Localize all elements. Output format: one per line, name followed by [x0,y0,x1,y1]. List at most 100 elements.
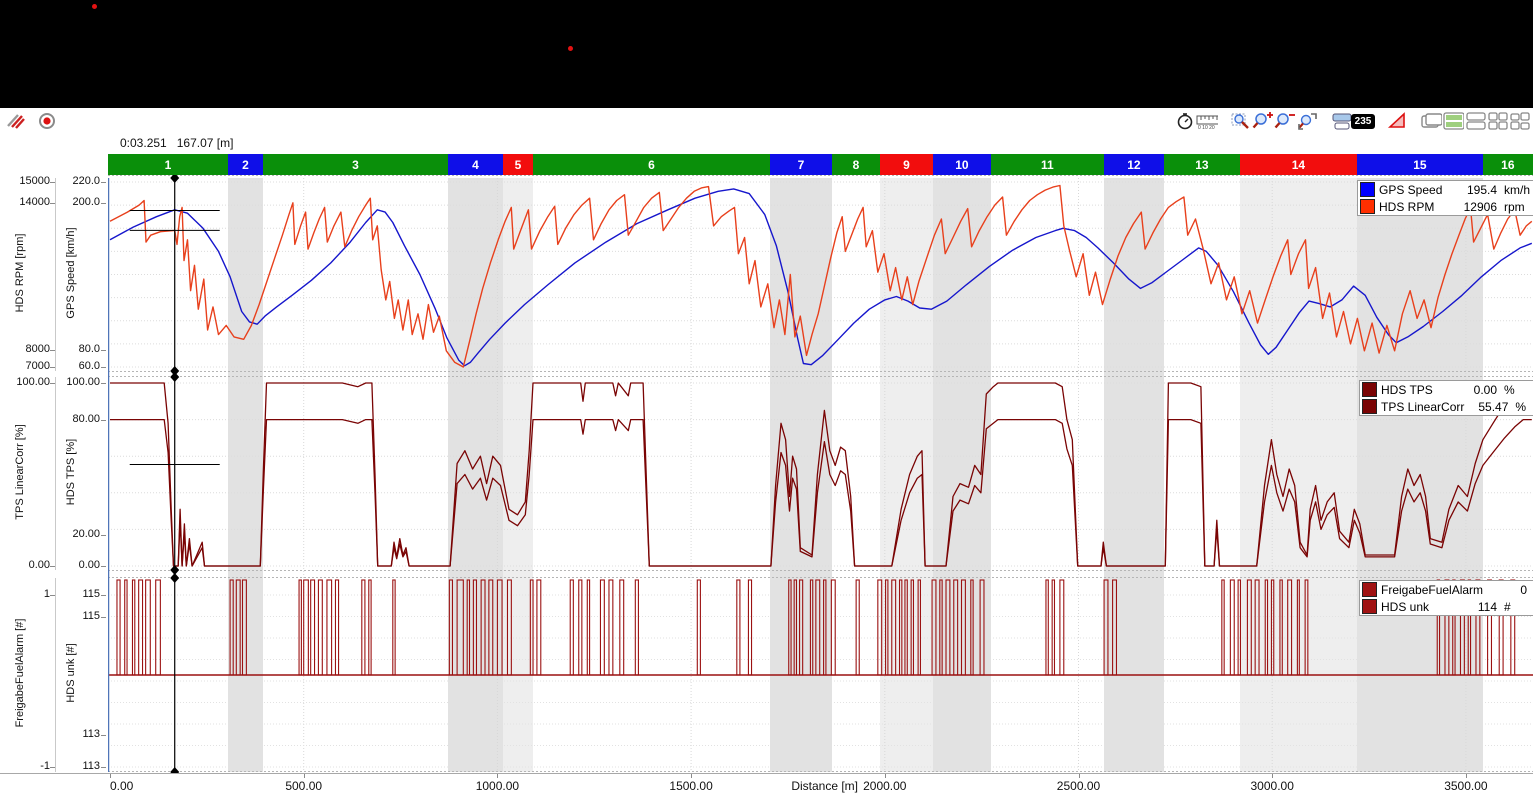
series-value: 12906 [1463,199,1497,214]
series-value: 114 [1477,599,1497,614]
pages-icon[interactable] [1330,109,1352,133]
segment-label: 12 [1127,157,1141,172]
series-swatch [1362,399,1377,414]
segment-label: 4 [472,157,479,172]
legend-row: HDS RPM 12906 rpm [1360,198,1533,215]
lap-hatch-icon[interactable] [4,109,26,133]
y-axis-title: GPS Speed [km/h] [65,226,77,319]
series-name: HDS TPS [1381,382,1433,397]
segment-13[interactable]: 13 [1163,154,1240,175]
segment-label: 1 [164,157,172,172]
series-name: TPS LinearCorr [1381,399,1465,414]
segment-16[interactable]: 16 [1482,154,1533,175]
segment-11[interactable]: 11 [990,154,1104,175]
segment-5[interactable]: 5 [502,154,533,175]
legend-row: FreigabeFuelAlarm 0# [1362,581,1533,598]
segment-10[interactable]: 10 [932,154,991,175]
svg-text:0 10 20: 0 10 20 [1198,125,1215,131]
y-tick-label: 1 [43,588,50,600]
y-axis-title: HDS TPS [%] [65,438,77,505]
segment-12[interactable]: 12 [1103,154,1164,175]
segment-9[interactable]: 9 [879,154,933,175]
series-name: HDS unk [1381,599,1430,614]
y-tick-label: 0.00 [28,559,50,571]
segment-8[interactable]: 8 [831,154,880,175]
split-rows-active-icon[interactable] [1442,109,1464,133]
legend-box: HDS TPS 0.00% TPS LinearCorr 55.47% [1359,380,1533,416]
split-rows-icon[interactable] [1464,109,1486,133]
series-name: HDS RPM [1379,199,1435,214]
y-tick-label: 220.0 [72,175,100,187]
segment-label: 10 [955,157,969,172]
segment-2[interactable]: 2 [227,154,263,175]
zoom-reset-icon[interactable] [1296,109,1318,133]
y-tick-label: 113 [82,728,100,740]
toolbar: 0 10 20 235 [0,108,1533,135]
y-tick-label: -1 [40,760,50,772]
stopwatch-icon[interactable] [1174,109,1196,133]
y-axis-title: TPS LinearCorr [%] [14,423,26,520]
segment-3[interactable]: 3 [262,154,448,175]
grid-tabs-icon[interactable] [1508,109,1530,133]
y-tick-label: 20.00 [72,528,100,540]
segment-4[interactable]: 4 [447,154,503,175]
segment-label: 3 [352,157,359,172]
y-tick-label: 60.0 [78,360,100,372]
y-tick-label: 100.00 [66,376,100,388]
legend-row: GPS Speed 195.4 km/h [1360,181,1533,198]
y-tick-label: 80.0 [78,343,100,355]
x-tick-label: 2500.00 [1056,779,1101,793]
grid-2x2-icon[interactable] [1486,109,1508,133]
x-tick-label: 0.00 [110,779,134,793]
cursor-time: 0:03.251 [120,136,167,150]
x-tick-label: 3000.00 [1250,779,1294,793]
x-tick-label: 2000.00 [863,779,907,793]
segment-14[interactable]: 14 [1239,154,1357,175]
series-swatch [1362,382,1377,397]
cursor-readout: 0:03.251 167.07 [m] [120,136,243,150]
badge-235[interactable]: 235 [1350,109,1376,133]
triangle-icon[interactable] [1386,109,1408,133]
cascade-icon[interactable] [1420,109,1442,133]
segment-label: 5 [514,157,522,172]
zoom-in-icon[interactable] [1252,109,1274,133]
series-unit: # [1527,583,1533,597]
zoom-region-icon[interactable] [1230,109,1252,133]
x-tick-label: 1500.00 [669,779,713,793]
legend-row: HDS unk 114 # [1362,598,1533,615]
segment-1[interactable]: 1 [108,154,228,175]
segment-7[interactable]: 7 [769,154,832,175]
x-tick-label: 500.00 [285,779,323,793]
series-value: 55.47 [1478,399,1509,414]
segment-label: 13 [1195,157,1209,172]
series-unit: % [1504,382,1515,397]
series-value: 0 [1520,582,1528,597]
zoom-out-icon[interactable] [1274,109,1296,133]
segment-label: 14 [1291,157,1306,172]
y-tick-label: 8000 [25,343,50,355]
segment-15[interactable]: 15 [1356,154,1483,175]
legend-row: TPS LinearCorr 55.47% [1362,398,1533,415]
ruler-icon[interactable]: 0 10 20 [1196,109,1218,133]
segment-6[interactable]: 6 [532,154,770,175]
chart-plot-area[interactable] [108,175,1533,773]
y-tick-label: 7000 [25,360,50,372]
record-icon[interactable] [36,109,58,133]
segment-label: 6 [648,157,655,172]
y-tick-label: 113 [82,760,100,772]
segment-label: 7 [797,157,805,172]
y-tick-label: 15000 [19,175,50,187]
track-marker-dot [92,4,97,9]
counter-badge: 235 [1350,113,1376,129]
segment-label: 11 [1041,157,1054,172]
segment-label: 15 [1413,157,1427,172]
track-map-panel [0,0,1533,108]
series-swatch [1362,599,1377,614]
series-unit: rpm [1504,199,1525,214]
cursor-line[interactable] [129,175,220,773]
segment-label: 9 [903,157,910,172]
y-tick-label: 100.00 [16,376,50,388]
y-tick-label: 115 [82,588,100,600]
